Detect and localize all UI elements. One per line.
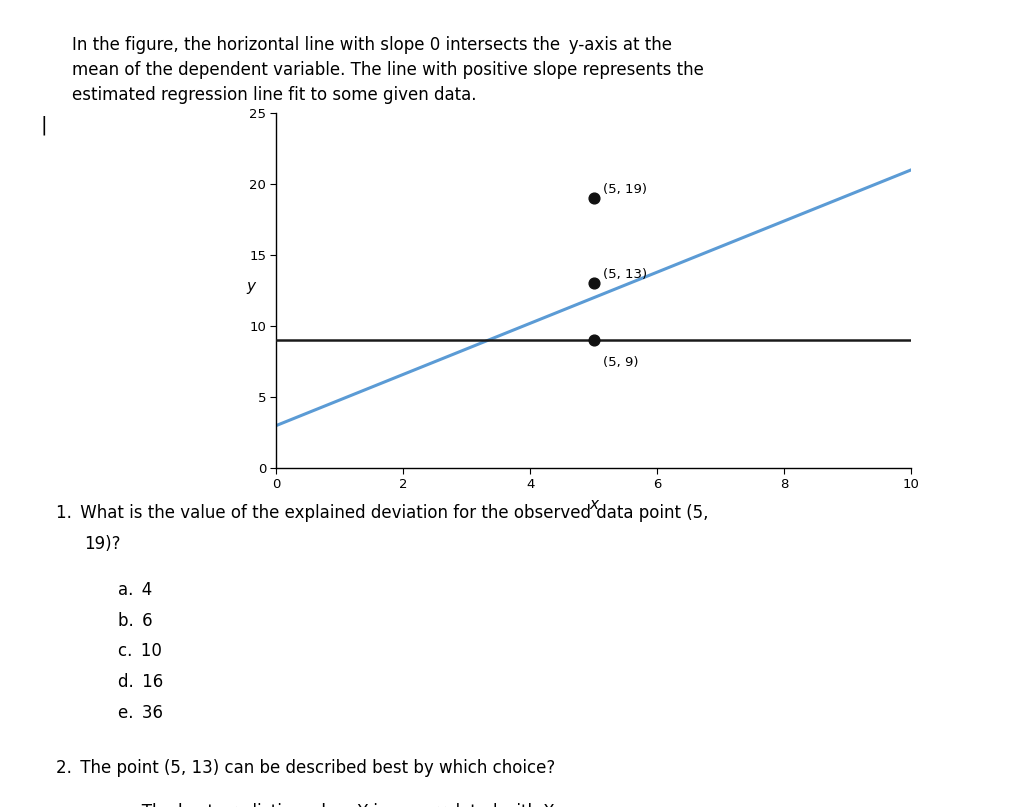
X-axis label: x: x (590, 497, 598, 512)
Point (586, 277, 602, 290)
Text: y: y (247, 279, 255, 294)
Text: b. 6: b. 6 (118, 612, 153, 629)
Text: 2. The point (5, 13) can be described best by which choice?: 2. The point (5, 13) can be described be… (56, 759, 556, 776)
Text: a. 4: a. 4 (118, 581, 152, 599)
Point (586, 192, 602, 205)
Text: mean of the dependent variable. The line with positive slope represents the: mean of the dependent variable. The line… (72, 61, 703, 79)
Text: 1. What is the value of the explained deviation for the observed data point (5,: 1. What is the value of the explained de… (56, 504, 709, 522)
Text: 19)?: 19)? (84, 535, 121, 553)
Text: estimated regression line fit to some given data.: estimated regression line fit to some gi… (72, 86, 476, 104)
Point (586, 334, 602, 347)
Text: (5, 13): (5, 13) (603, 268, 647, 281)
Text: a. The best prediction when Y is uncorrelated with X: a. The best prediction when Y is uncorre… (118, 803, 554, 807)
Text: (5, 19): (5, 19) (603, 182, 647, 195)
Text: c. 10: c. 10 (118, 642, 162, 660)
Text: e. 36: e. 36 (118, 704, 163, 721)
Text: In the figure, the horizontal line with slope 0 intersects the  y-axis at the: In the figure, the horizontal line with … (72, 36, 672, 54)
Text: d. 16: d. 16 (118, 673, 163, 691)
Text: (5, 9): (5, 9) (603, 356, 639, 369)
Text: |: | (41, 115, 47, 135)
